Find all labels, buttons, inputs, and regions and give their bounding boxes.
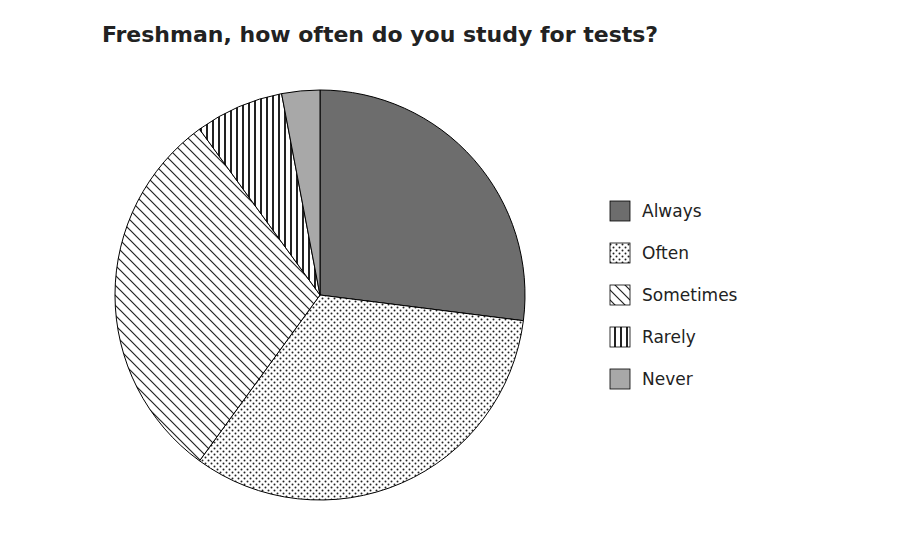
chart-container: Freshman, how often do you study for tes… <box>0 0 900 538</box>
title: Freshman, how often do you study for tes… <box>102 22 658 47</box>
legend-label: Always <box>642 201 702 221</box>
legend-swatch <box>610 327 630 347</box>
legend-swatch <box>610 369 630 389</box>
legend-label: Sometimes <box>642 285 738 305</box>
legend-label: Never <box>642 369 693 389</box>
background <box>0 0 900 538</box>
pie-slice <box>282 90 320 295</box>
legend-swatch <box>610 243 630 263</box>
legend-label: Often <box>642 243 689 263</box>
chart-svg: Freshman, how often do you study for tes… <box>0 0 900 538</box>
legend-swatch <box>610 285 630 305</box>
pie <box>115 90 525 500</box>
legend-swatch <box>610 201 630 221</box>
pie-slice <box>320 90 525 321</box>
legend: Always Often Sometimes Rarely Never <box>610 201 738 389</box>
legend-label: Rarely <box>642 327 696 347</box>
